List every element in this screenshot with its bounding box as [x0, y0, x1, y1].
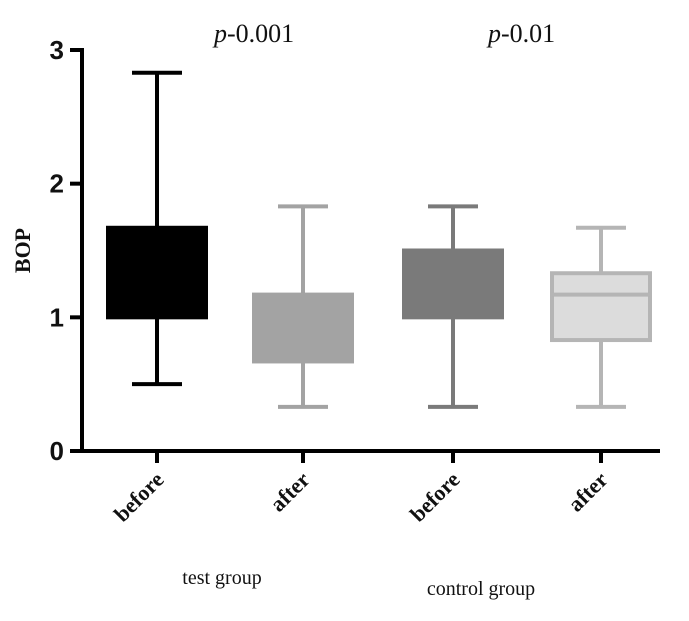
p-value-annotation-2: p-0.01	[486, 19, 555, 48]
group-labels: test group control group	[182, 567, 535, 600]
y-tick-label-1: 1	[50, 302, 64, 332]
p-symbol: p	[486, 19, 501, 48]
box-3	[402, 204, 504, 409]
p-value-annotation-1: p-0.001	[212, 19, 294, 48]
y-tick-label-0: 0	[50, 436, 64, 466]
group-label-2: control group	[427, 578, 535, 600]
box-body	[402, 248, 504, 320]
p-value: -0.01	[501, 19, 555, 48]
axes: BOP	[10, 48, 660, 463]
y-ticks: 0 1 2 3	[50, 35, 82, 466]
p-value-annotations: p-0.001 p-0.01	[212, 19, 555, 48]
p-value: -0.001	[227, 19, 294, 48]
box-2	[252, 204, 354, 409]
box-4	[550, 225, 652, 409]
y-tick-label-2: 2	[50, 169, 64, 199]
x-category-label-4: after	[563, 467, 613, 517]
boxes	[106, 70, 652, 409]
box-body	[550, 271, 652, 343]
group-label-1: test group	[182, 567, 261, 589]
x-category-labels: before after before after	[109, 467, 613, 527]
box-body	[106, 225, 208, 320]
box-1	[106, 70, 208, 387]
box-body	[252, 292, 354, 364]
y-axis-label: BOP	[10, 228, 35, 273]
x-category-label-2: after	[265, 467, 315, 517]
x-category-label-3: before	[405, 467, 465, 527]
x-category-label-1: before	[109, 467, 169, 527]
y-tick-label-3: 3	[50, 35, 64, 65]
p-symbol: p	[212, 19, 227, 48]
